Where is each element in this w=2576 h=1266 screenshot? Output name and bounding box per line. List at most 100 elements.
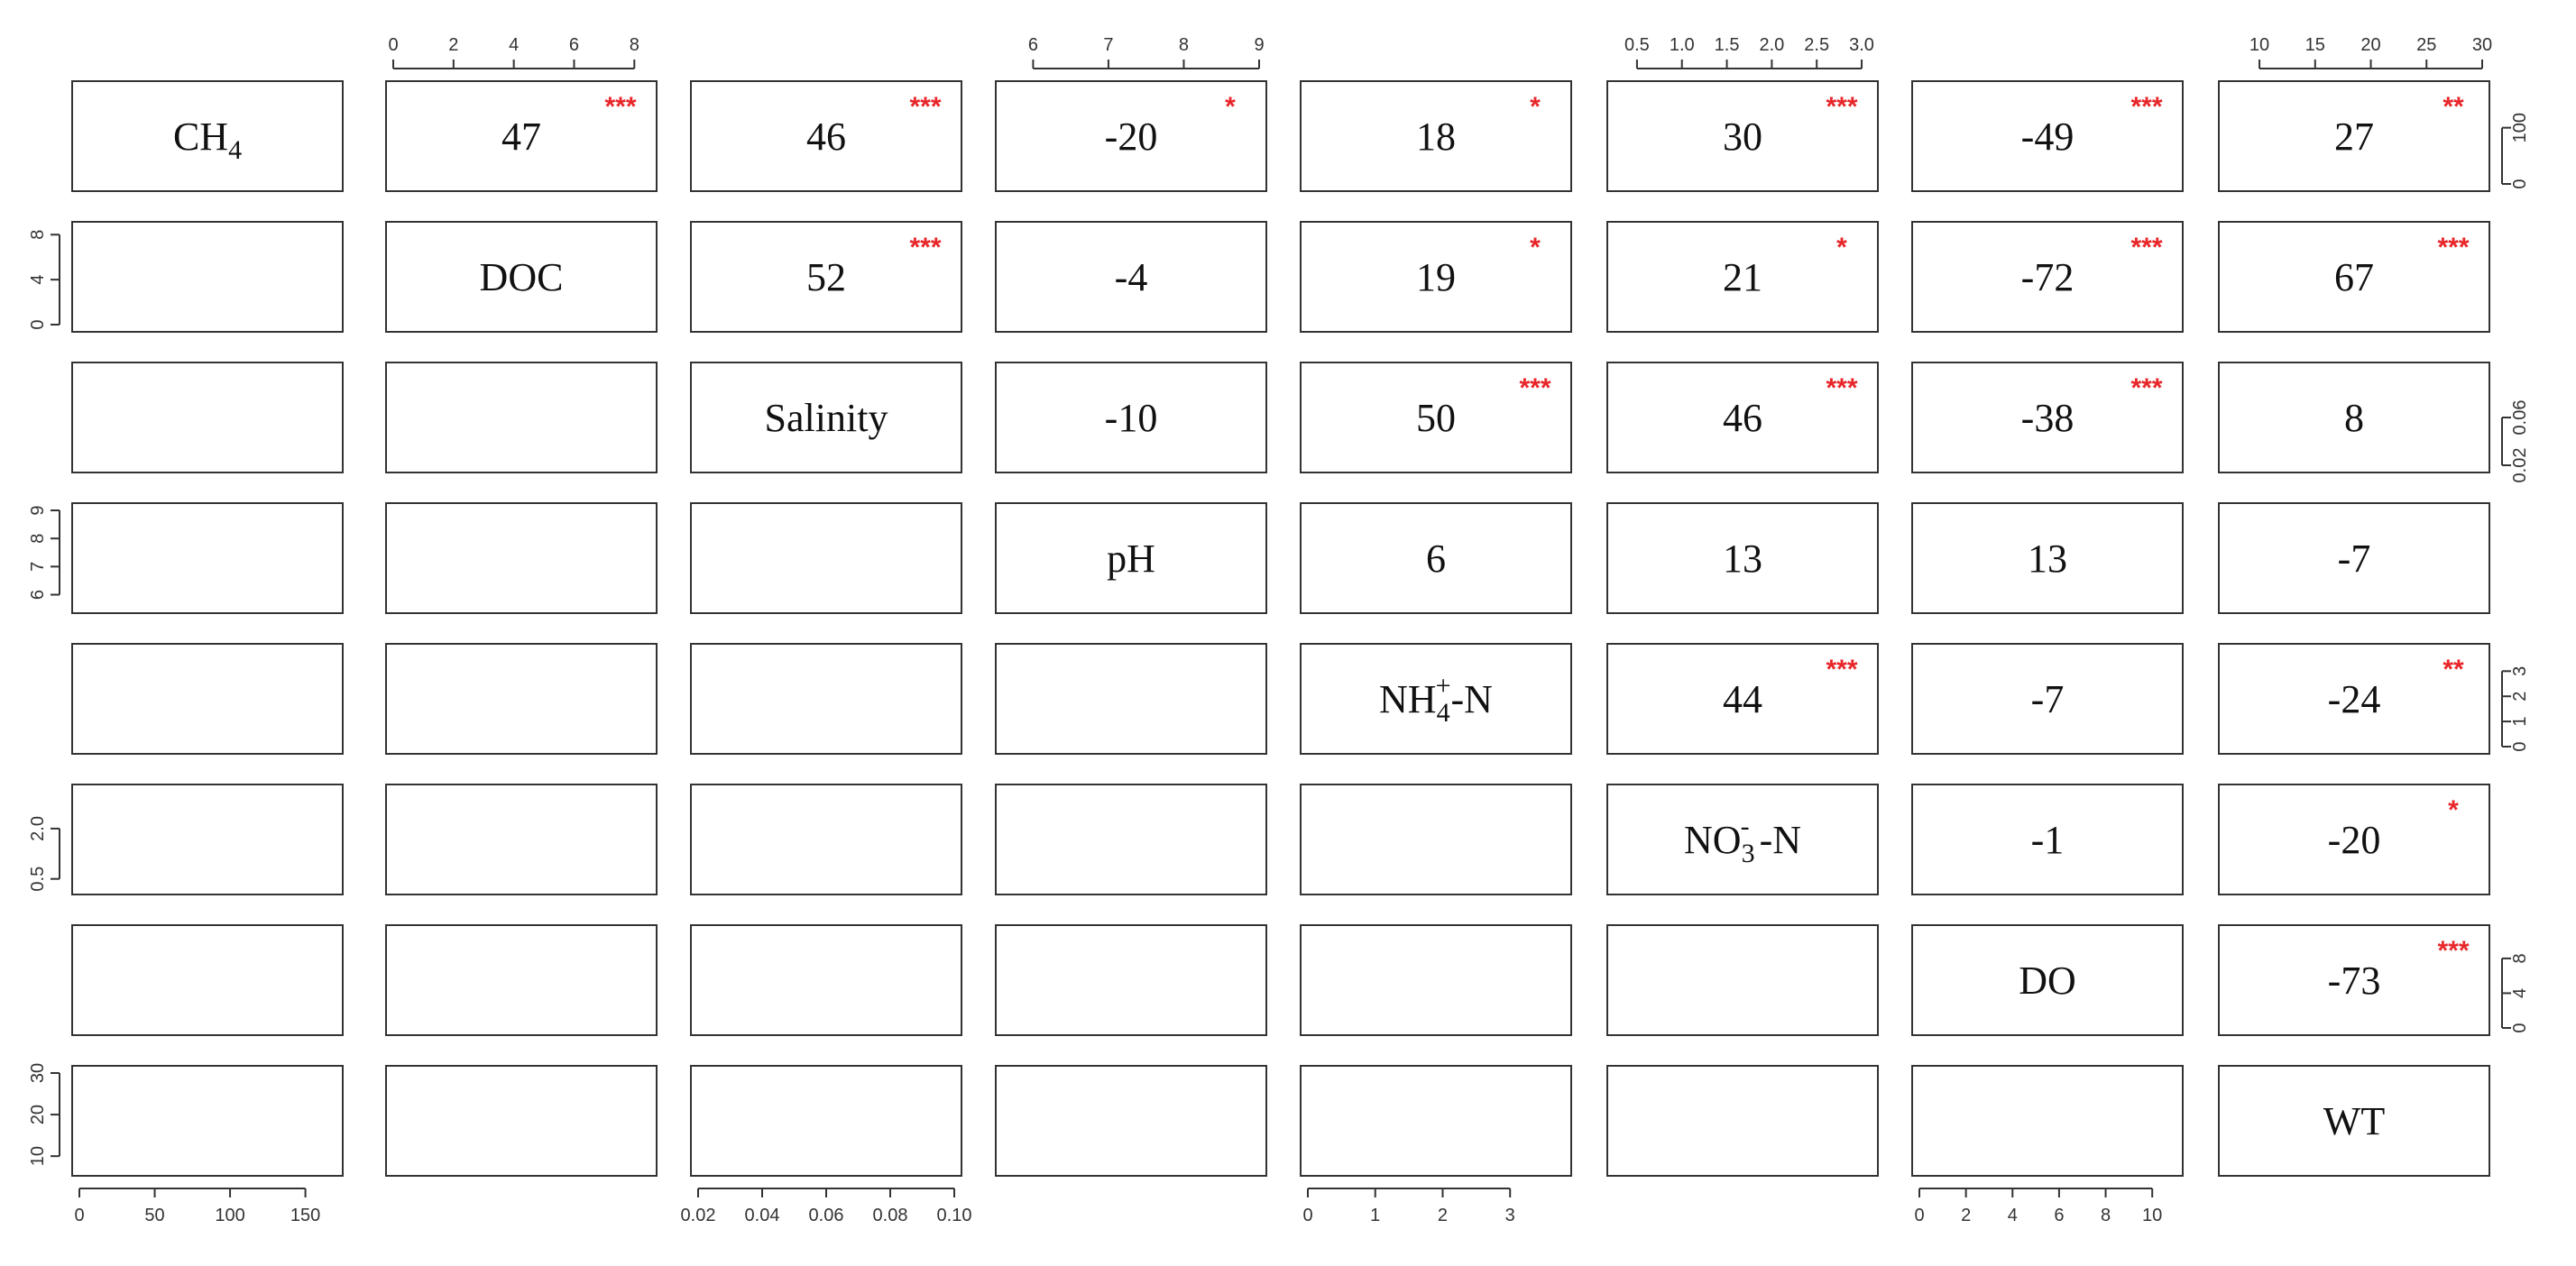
panel-NO3N-DOC <box>385 784 658 895</box>
tick-label: 6 <box>569 35 579 55</box>
corr-value-DOC-pH: -4 <box>1115 255 1148 299</box>
variable-label-DOC: DOC <box>480 255 564 299</box>
panel-pH-Salinity <box>690 502 962 614</box>
corr-value-DOC-DO: -72 <box>2021 255 2075 299</box>
tick-label: 2 <box>2510 692 2530 702</box>
panel-NH4N-CH4 <box>71 643 344 755</box>
tick-label: 10 <box>2249 35 2269 55</box>
significance-stars-CH4-NO3N: *** <box>1826 92 1857 122</box>
tick-label: 1 <box>2510 717 2530 727</box>
tick-label: 10 <box>2142 1206 2162 1225</box>
tick-label: 0.5 <box>1624 35 1650 55</box>
corr-value-CH4-Salinity: 46 <box>806 115 846 159</box>
tick-label: 100 <box>2510 113 2530 142</box>
tick-label: 1.5 <box>1715 35 1740 55</box>
panel-pH-pH <box>995 502 1267 614</box>
panel-DO-DO <box>1911 924 2184 1036</box>
panel-Salinity-WT <box>2218 362 2490 473</box>
tick-label: 150 <box>290 1206 320 1225</box>
tick-label: 2.5 <box>1804 35 1829 55</box>
tick-label: 8 <box>1179 35 1189 55</box>
panel-Salinity-Salinity <box>690 362 962 473</box>
tick-label: 30 <box>28 1063 48 1083</box>
tick-label: 3 <box>2510 666 2530 676</box>
panel-DOC-DOC <box>385 221 658 333</box>
panel-CH4-DO <box>1911 80 2184 192</box>
corr-value-CH4-WT: 27 <box>2334 115 2374 159</box>
tick-label: 9 <box>28 505 48 515</box>
panel-DOC-DO <box>1911 221 2184 333</box>
panel-CH4-Salinity <box>690 80 962 192</box>
significance-stars-NH4N-NO3N: *** <box>1826 655 1857 684</box>
panel-NH4N-DOC <box>385 643 658 755</box>
tick-label: 0.02 <box>681 1206 716 1225</box>
significance-stars-NH4N-WT: ** <box>2443 655 2464 684</box>
significance-stars-DOC-NO3N: * <box>1836 233 1847 262</box>
corr-value-DO-WT: -73 <box>2328 959 2381 1003</box>
tick-label: 1.0 <box>1670 35 1695 55</box>
panel-NH4N-DO <box>1911 643 2184 755</box>
corr-value-CH4-NH4N: 18 <box>1416 115 1456 159</box>
significance-stars-DOC-NH4N: * <box>1530 233 1541 262</box>
panel-WT-pH <box>995 1065 1267 1177</box>
panel-CH4-NH4N <box>1300 80 1572 192</box>
tick-label: 4 <box>509 35 519 55</box>
panel-WT-NH4N <box>1300 1065 1572 1177</box>
corr-value-Salinity-DO: -38 <box>2021 396 2075 440</box>
corr-value-CH4-pH: -20 <box>1105 115 1158 159</box>
tick-label: 8 <box>2101 1206 2111 1225</box>
tick-label: 0.06 <box>809 1206 844 1225</box>
corr-value-Salinity-pH: -10 <box>1105 396 1158 440</box>
panel-DOC-NH4N <box>1300 221 1572 333</box>
panel-Salinity-CH4 <box>71 362 344 473</box>
corr-value-CH4-DOC: 47 <box>501 115 541 159</box>
corr-value-pH-NH4N: 6 <box>1426 537 1446 581</box>
panel-NO3N-Salinity <box>690 784 962 895</box>
significance-stars-CH4-DO: *** <box>2130 92 2162 122</box>
tick-label: 8 <box>28 534 48 544</box>
panel-pH-NH4N <box>1300 502 1572 614</box>
tick-label: 2 <box>1438 1206 1448 1225</box>
significance-stars-CH4-NH4N: * <box>1530 92 1541 122</box>
tick-label: 9 <box>1254 35 1264 55</box>
panel-DO-CH4 <box>71 924 344 1036</box>
corr-value-pH-DO: 13 <box>2028 537 2067 581</box>
corr-value-Salinity-NO3N: 46 <box>1723 396 1762 440</box>
tick-label: 2 <box>448 35 458 55</box>
tick-label: 0.08 <box>873 1206 908 1225</box>
panel-Salinity-NO3N <box>1606 362 1879 473</box>
panel-NH4N-pH <box>995 643 1267 755</box>
corr-value-NH4N-NO3N: 44 <box>1723 677 1762 721</box>
tick-label: 7 <box>1103 35 1113 55</box>
tick-label: 20 <box>28 1105 48 1124</box>
panel-NH4N-NH4N <box>1300 643 1572 755</box>
panel-NH4N-Salinity <box>690 643 962 755</box>
panel-NO3N-pH <box>995 784 1267 895</box>
tick-label: 10 <box>28 1146 48 1166</box>
panel-CH4-CH4 <box>71 80 344 192</box>
tick-label: 3 <box>1505 1206 1515 1225</box>
tick-label: 7 <box>28 562 48 572</box>
panel-DO-NH4N <box>1300 924 1572 1036</box>
significance-stars-DOC-Salinity: *** <box>909 233 941 262</box>
significance-stars-Salinity-NH4N: *** <box>1519 373 1550 403</box>
panel-NH4N-WT <box>2218 643 2490 755</box>
panel-CH4-pH <box>995 80 1267 192</box>
significance-stars-CH4-Salinity: *** <box>909 92 941 122</box>
tick-label: 0.5 <box>28 867 48 892</box>
corr-value-NH4N-WT: -24 <box>2328 677 2381 721</box>
panel-WT-Salinity <box>690 1065 962 1177</box>
tick-label: 30 <box>2472 35 2492 55</box>
panel-pH-WT <box>2218 502 2490 614</box>
tick-label: 6 <box>28 590 48 600</box>
panel-pH-DOC <box>385 502 658 614</box>
tick-label: 2.0 <box>1759 35 1784 55</box>
corr-value-pH-NO3N: 13 <box>1723 537 1762 581</box>
tick-label: 50 <box>144 1206 164 1225</box>
variable-label-Salinity: Salinity <box>765 396 888 440</box>
tick-label: 15 <box>2305 35 2325 55</box>
corr-value-DOC-NH4N: 19 <box>1416 255 1456 299</box>
variable-label-CH4: CH4 <box>173 115 242 165</box>
panel-WT-DOC <box>385 1065 658 1177</box>
